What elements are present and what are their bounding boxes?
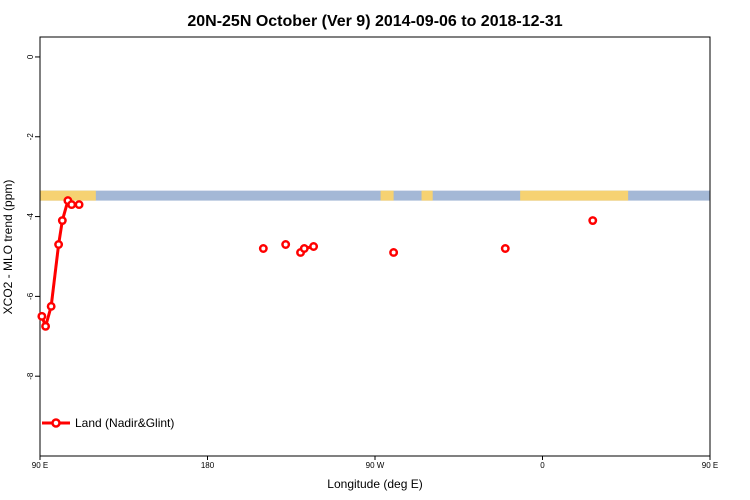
- land-mask-band: [40, 190, 710, 201]
- land-segment: [520, 190, 629, 201]
- data-point: [74, 200, 84, 210]
- plot-frame: [39, 36, 711, 457]
- x-tick-label: 90 W: [366, 461, 385, 470]
- x-axis: 90 E 180 90 W 0 90 E: [32, 456, 718, 470]
- data-point: [500, 244, 510, 253]
- y-tick-label: -8: [26, 372, 35, 380]
- data-point: [46, 301, 56, 311]
- series-0: [37, 196, 598, 331]
- y-axis-label: XCO2 - MLO trend (ppm): [1, 180, 15, 315]
- legend-label: Land (Nadir&Glint): [75, 416, 174, 430]
- x-axis-label: Longitude (deg E): [327, 477, 422, 491]
- x-tick-label: 90 E: [32, 461, 48, 470]
- data-point: [67, 200, 77, 210]
- data-point: [299, 244, 309, 253]
- y-axis: 0 -2 -4 -6 -8: [26, 54, 40, 380]
- data-point: [389, 248, 399, 257]
- land-segment: [380, 190, 394, 201]
- land-segment: [40, 190, 96, 201]
- data-point: [588, 216, 598, 226]
- data-point: [258, 244, 268, 253]
- data-point: [41, 321, 51, 331]
- series-layer: [37, 196, 598, 331]
- y-tick-label: -4: [26, 212, 35, 220]
- data-point: [54, 240, 64, 249]
- land-segment: [421, 190, 433, 201]
- y-tick-label: 0: [26, 54, 35, 59]
- x-tick-label: 180: [201, 461, 215, 470]
- series-line-segment: [49, 244, 61, 307]
- data-point: [37, 311, 47, 321]
- chart-title: 20N-25N October (Ver 9) 2014-09-06 to 20…: [187, 13, 562, 30]
- legend: Land (Nadir&Glint): [42, 416, 174, 430]
- data-point: [281, 240, 291, 249]
- x-tick-label: 0: [540, 461, 545, 470]
- y-tick-label: -6: [26, 292, 35, 300]
- data-point: [57, 216, 67, 226]
- x-tick-label: 90 E: [702, 461, 718, 470]
- data-point: [309, 242, 319, 251]
- ocean-band: [40, 190, 710, 201]
- legend-marker: [51, 418, 61, 428]
- y-tick-label: -2: [26, 133, 35, 141]
